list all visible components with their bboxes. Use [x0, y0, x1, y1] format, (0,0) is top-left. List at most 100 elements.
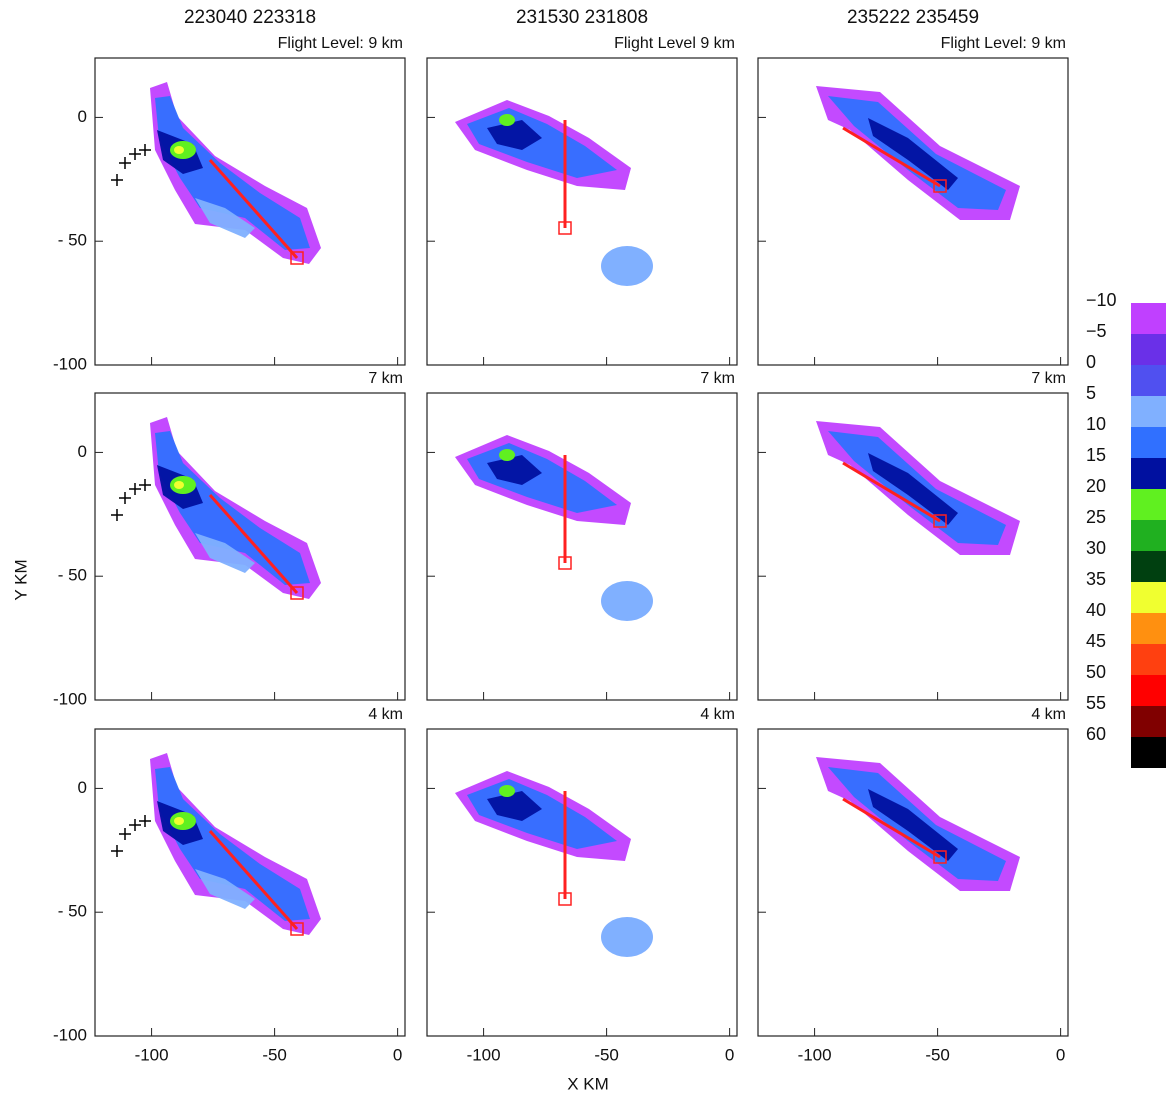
column-title: 231530 231808 [516, 7, 648, 28]
echo [499, 114, 515, 126]
track-end [290, 586, 304, 600]
echo [499, 449, 515, 461]
echo [195, 198, 255, 238]
panel-echoes [455, 100, 653, 286]
echo [174, 481, 184, 489]
echo [155, 767, 310, 921]
colorbar-label: 10 [1086, 414, 1106, 434]
colorbar-box [1131, 675, 1166, 706]
panel-frame [426, 728, 738, 1037]
panel-label: 7 km [700, 370, 735, 387]
panel-echoes [111, 753, 321, 936]
panel-label: 4 km [700, 706, 735, 723]
y-tick-label: 0 [78, 442, 87, 461]
x-tick-label: -50 [262, 1045, 287, 1064]
panel-label: Flight Level: 9 km [941, 35, 1066, 52]
lightning-mark [111, 509, 123, 521]
track-end [933, 514, 947, 528]
flight-track [208, 159, 299, 259]
track-end [933, 179, 947, 193]
track-end [558, 892, 572, 906]
colorbar-label: 40 [1086, 600, 1106, 620]
colorbar-box [1131, 613, 1166, 644]
panel-frame [426, 392, 738, 701]
colorbar-box [1131, 520, 1166, 551]
x-tick-label: -100 [798, 1045, 832, 1064]
colorbar-box [1131, 303, 1166, 334]
y-tick-label: -100 [53, 689, 87, 708]
colorbar-label: 60 [1086, 724, 1106, 744]
colorbar-box [1131, 644, 1166, 675]
panel-echoes [455, 435, 653, 621]
echo [601, 246, 653, 286]
colorbar-box [1131, 489, 1166, 520]
echo [868, 453, 958, 525]
echo [487, 120, 542, 150]
y-tick-label: - 50 [58, 566, 87, 585]
colorbar-label: 25 [1086, 507, 1106, 527]
panel-frame [94, 392, 406, 701]
panel-frame [94, 57, 406, 366]
flight-track [208, 830, 299, 930]
lightning-mark [119, 157, 131, 169]
track-end [290, 251, 304, 265]
panel-echoes [816, 86, 1020, 220]
colorbar-box [1131, 427, 1166, 458]
panel-label: Flight Level: 9 km [278, 35, 403, 52]
panel-label: 4 km [1031, 706, 1066, 723]
colorbar-label: 0 [1086, 352, 1096, 372]
radar-echoes [111, 82, 1020, 957]
lightning-mark [119, 492, 131, 504]
panel-frame [757, 57, 1069, 366]
flight-track [208, 494, 299, 594]
colorbar-label: 30 [1086, 538, 1106, 558]
colorbar-label: 5 [1086, 383, 1096, 403]
lightning-mark [111, 174, 123, 186]
lightning-mark [129, 819, 141, 831]
colorbar-label: −10 [1086, 290, 1117, 310]
echo [195, 869, 255, 909]
y-tick-label: - 50 [58, 902, 87, 921]
flight-track [842, 126, 941, 188]
echo [174, 146, 184, 154]
lightning-mark [129, 148, 141, 160]
flight-track [842, 461, 941, 523]
colorbar-box [1131, 551, 1166, 582]
panel-frame [757, 728, 1069, 1037]
colorbar-box [1131, 396, 1166, 427]
panel-frame [426, 57, 738, 366]
x-tick-label: -100 [467, 1045, 501, 1064]
track-end [290, 922, 304, 936]
lightning-mark [111, 845, 123, 857]
y-tick-label: 0 [78, 107, 87, 126]
colorbar-label: 20 [1086, 476, 1106, 496]
colorbar-box [1131, 582, 1166, 613]
echo [174, 817, 184, 825]
colorbar-box [1131, 706, 1166, 737]
x-tick-label: -50 [594, 1045, 619, 1064]
panel-echoes [455, 771, 653, 957]
panel-echoes [111, 417, 321, 600]
panel-echoes [816, 757, 1020, 891]
echo [195, 533, 255, 573]
panel-echoes [816, 421, 1020, 555]
x-tick-label: 0 [393, 1045, 402, 1064]
panel-label: Flight Level 9 km [614, 35, 735, 52]
colorbar-label: 35 [1086, 569, 1106, 589]
colorbar-label: 50 [1086, 662, 1106, 682]
lightning-mark [139, 144, 151, 156]
echo [868, 118, 958, 190]
echo [487, 455, 542, 485]
panel-label: 4 km [368, 706, 403, 723]
y-tick-label: - 50 [58, 231, 87, 250]
lightning-mark [139, 815, 151, 827]
panel-frame [94, 728, 406, 1037]
colorbar-label: 15 [1086, 445, 1106, 465]
colorbar-box [1131, 737, 1166, 768]
lightning-mark [119, 828, 131, 840]
colorbar-label: 55 [1086, 693, 1106, 713]
axes: -100 - 50 0 Flight Level: 9 km 223040 223318… [53, 7, 1166, 1064]
panel-label: 7 km [1031, 370, 1066, 387]
echo [868, 789, 958, 861]
